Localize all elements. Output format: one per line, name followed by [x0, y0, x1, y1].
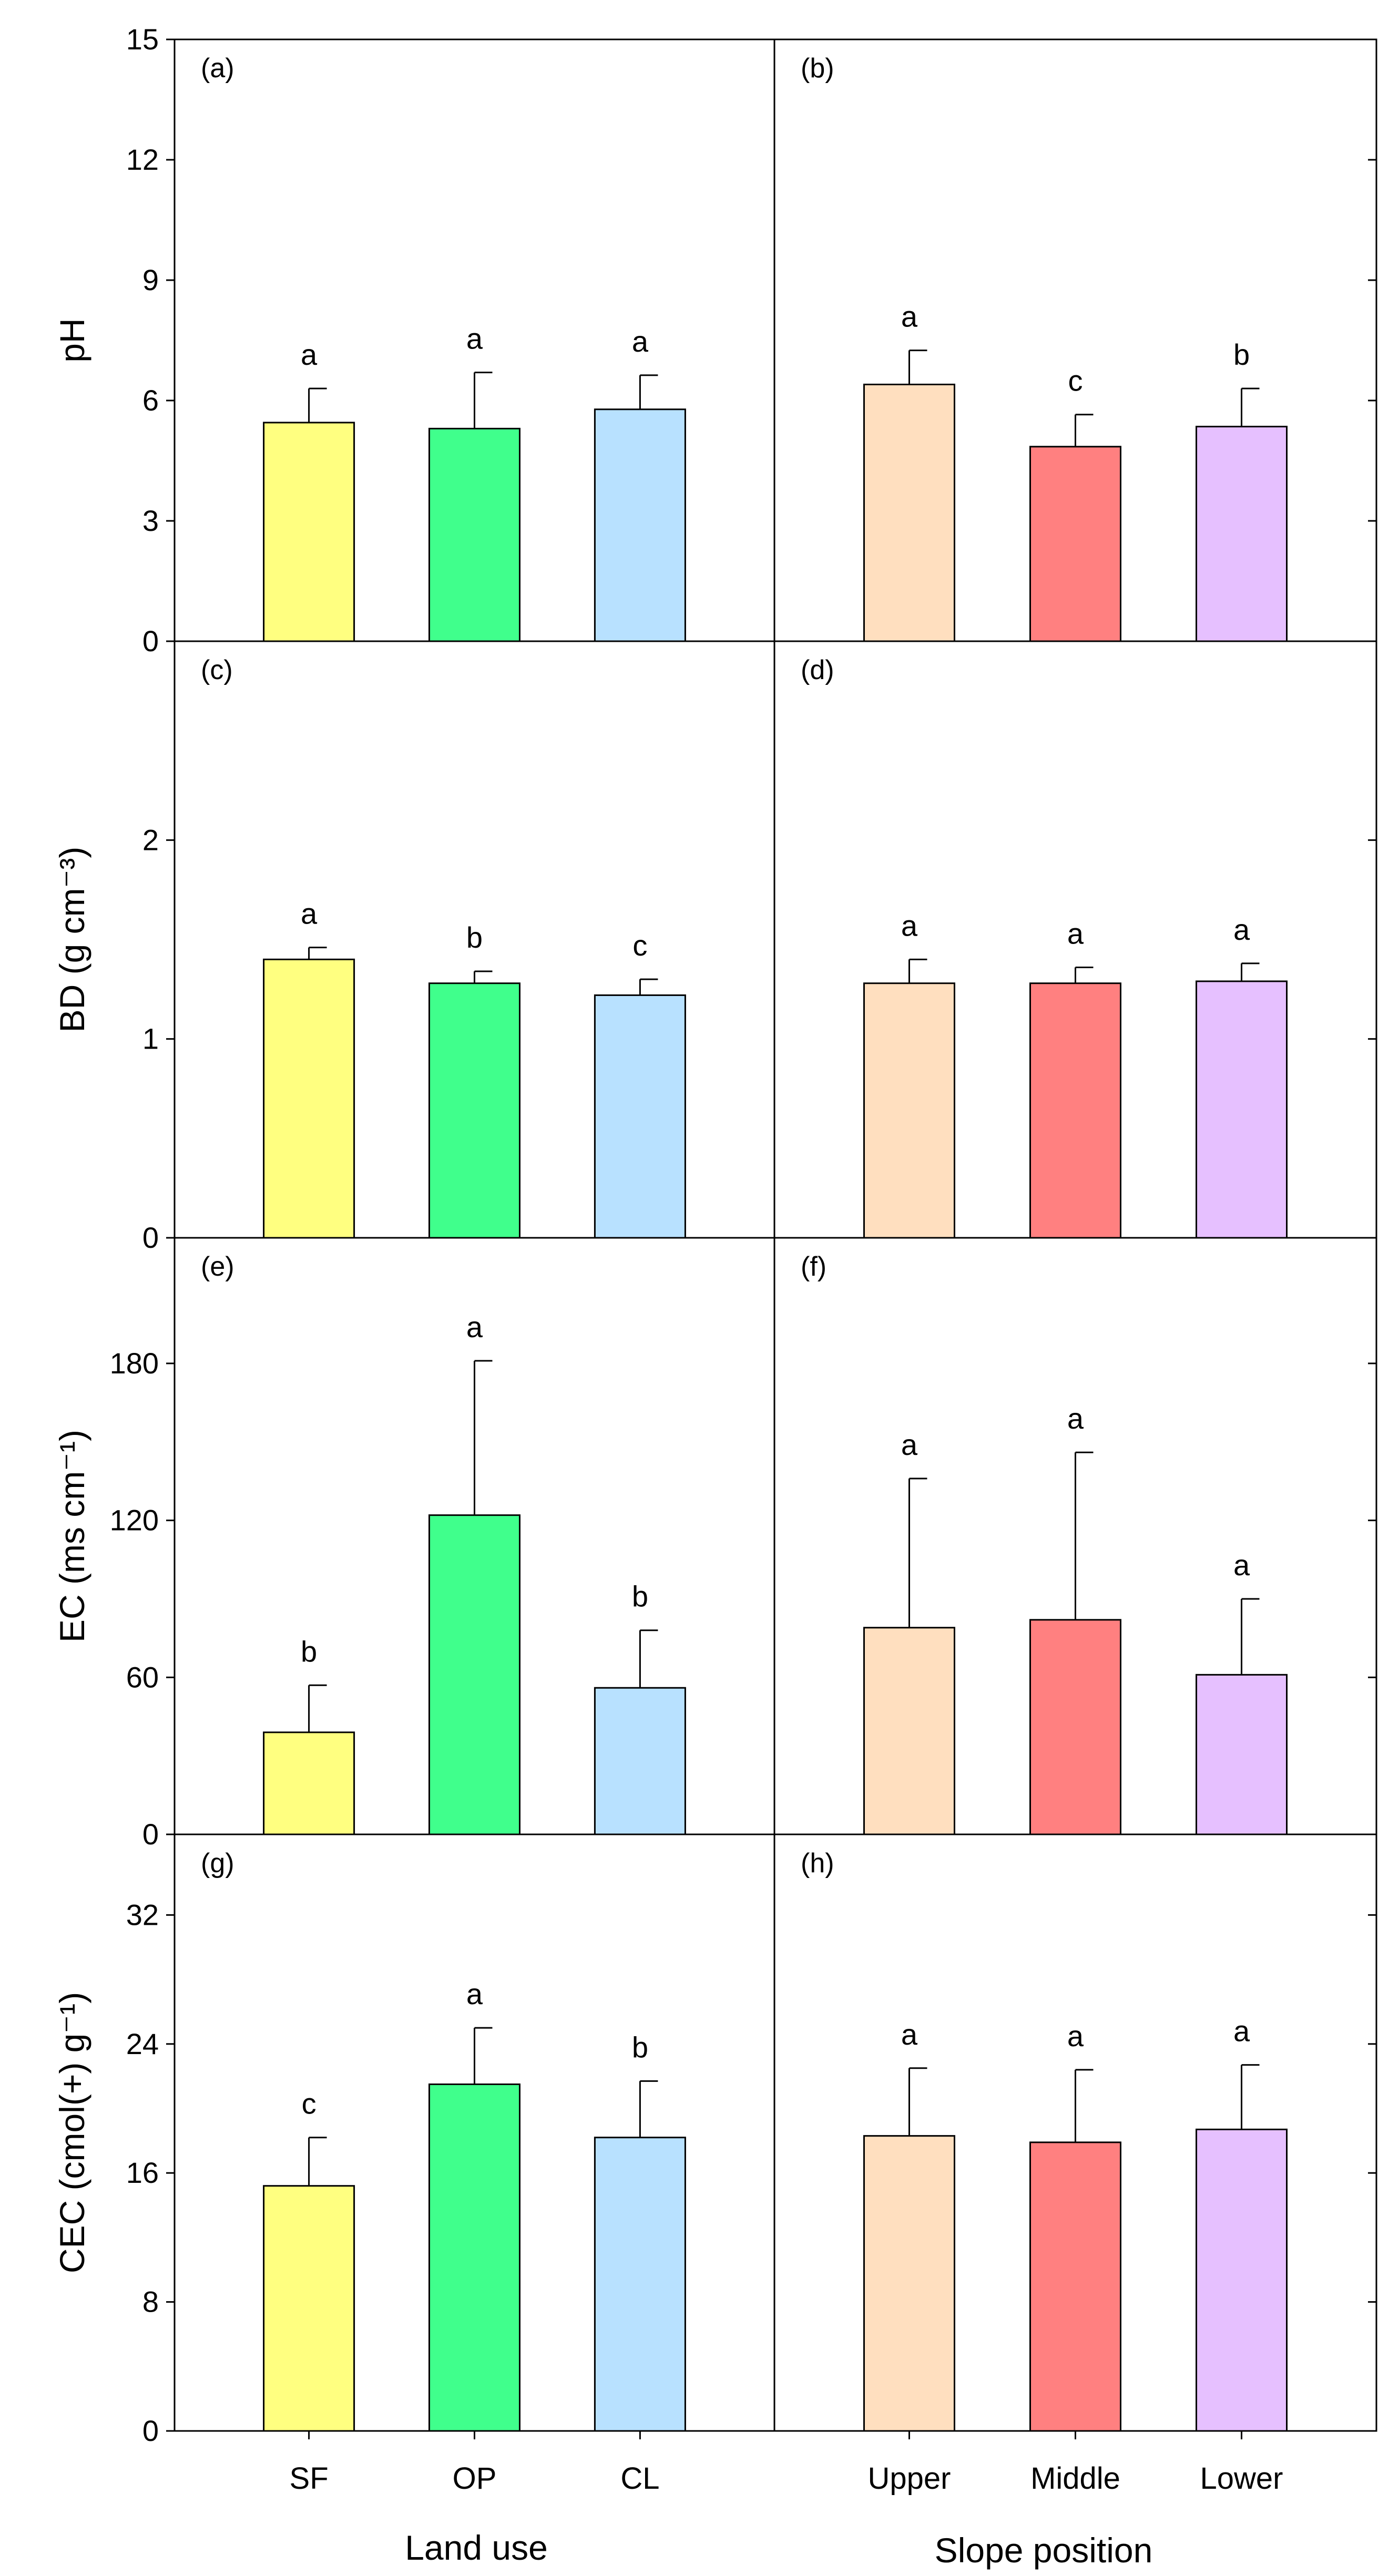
y-tick-label: 3	[142, 504, 159, 537]
bar-op	[428, 427, 520, 642]
bar-middle	[1029, 982, 1121, 1239]
significance-letter: c	[632, 929, 647, 962]
bar-lower	[1196, 2128, 1288, 2432]
significance-letter: a	[901, 2018, 918, 2051]
panel-c: 0 1 2 BD (g cm⁻³) (c) a b c	[53, 640, 775, 1254]
x-tick-label: SF	[290, 2461, 329, 2496]
bar-sf	[263, 422, 355, 642]
x-tick-label: CL	[620, 2461, 659, 2496]
y-tick-label: 16	[126, 2156, 159, 2189]
y-tick-label: 0	[142, 2414, 159, 2447]
panel-b: (b) a c b	[773, 38, 1377, 642]
panel-label: (b)	[801, 53, 834, 84]
significance-letter: a	[1233, 913, 1250, 946]
x-tick-label: Middle	[1030, 2461, 1120, 2496]
y-axis-label: BD (g cm⁻³)	[53, 847, 91, 1033]
bar-upper	[863, 1627, 955, 1835]
bar-op	[428, 1514, 520, 1835]
significance-letter: a	[1067, 917, 1084, 950]
bar-op	[428, 982, 520, 1239]
significance-letter: a	[901, 300, 918, 333]
y-tick-label: 120	[110, 1504, 159, 1537]
significance-letter: b	[466, 921, 483, 954]
significance-letter: a	[1067, 1402, 1084, 1435]
y-tick-label: 60	[126, 1660, 159, 1694]
panel-label: (g)	[201, 1848, 234, 1879]
bar-sf	[263, 2185, 355, 2432]
panel-label: (a)	[201, 53, 234, 84]
y-axis-label: EC (ms cm⁻¹)	[53, 1430, 91, 1643]
panel-label: (e)	[201, 1251, 234, 1282]
significance-letter: a	[1233, 2015, 1250, 2048]
significance-letter: b	[632, 1580, 648, 1613]
significance-letter: a	[466, 1977, 483, 2010]
panel-a: 0 3 6 9 12 15 pH (a) a a a	[53, 23, 775, 658]
significance-letter: a	[466, 1310, 483, 1343]
significance-letter: a	[301, 897, 318, 930]
significance-letter: b	[1233, 338, 1250, 371]
bar-upper	[863, 383, 955, 642]
bar-lower	[1196, 1674, 1288, 1835]
x-tick-label: Upper	[867, 2461, 951, 2496]
y-tick-label: 24	[126, 2027, 159, 2060]
y-tick-label: 32	[126, 1898, 159, 1931]
y-tick-label: 0	[142, 1221, 159, 1254]
y-tick-label: 0	[142, 1818, 159, 1851]
x-tick-label: Lower	[1200, 2461, 1283, 2496]
bar-middle	[1029, 1619, 1121, 1835]
panel-h: (h) a Upper a Middle a Lower	[773, 1833, 1377, 2496]
bar-cl	[594, 2137, 686, 2432]
bar-cl	[594, 408, 686, 642]
y-tick-label: 1	[142, 1022, 159, 1055]
y-tick-label: 2	[142, 823, 159, 856]
significance-letter: a	[1233, 1548, 1250, 1582]
bar-op	[428, 2083, 520, 2432]
bar-upper	[863, 982, 955, 1239]
x-title-right: Slope position	[935, 2531, 1153, 2570]
significance-letter: a	[901, 1428, 918, 1461]
significance-letter: c	[1068, 364, 1083, 397]
panel-g: 0 8 16 24 32 CEC (cmol(+) g⁻¹) (g) c SF a OP b CL	[53, 1833, 775, 2496]
significance-letter: b	[301, 1635, 317, 1668]
significance-letter: a	[901, 909, 918, 942]
significance-letter: a	[1067, 2019, 1084, 2052]
y-axis-label: CEC (cmol(+) g⁻¹)	[53, 1992, 91, 2273]
y-tick-label: 0	[142, 624, 159, 658]
bar-middle	[1029, 2141, 1121, 2432]
bar-sf	[263, 958, 355, 1239]
panel-d: (d) a a a	[773, 640, 1377, 1239]
y-tick-label: 6	[142, 384, 159, 417]
bar-sf	[263, 1731, 355, 1835]
y-tick-label: 12	[126, 143, 159, 176]
panel-label: (f)	[801, 1251, 826, 1282]
panel-label: (d)	[801, 655, 834, 685]
y-axis-label: pH	[53, 318, 91, 362]
significance-letter: a	[632, 325, 649, 358]
significance-letter: a	[466, 322, 483, 355]
y-tick-label: 9	[142, 263, 159, 296]
panel-label: (c)	[201, 655, 233, 685]
y-tick-label: 8	[142, 2285, 159, 2318]
x-tick-label: OP	[453, 2461, 497, 2496]
bar-lower	[1196, 426, 1288, 642]
y-tick-label: 15	[126, 23, 159, 56]
y-tick-label: 180	[110, 1347, 159, 1380]
bar-upper	[863, 2135, 955, 2432]
bar-cl	[594, 1687, 686, 1835]
panel-f: (f) a a a	[773, 1237, 1377, 1835]
bar-middle	[1029, 446, 1121, 642]
bar-cl	[594, 994, 686, 1239]
panel-label: (h)	[801, 1848, 834, 1879]
significance-letter: b	[632, 2030, 648, 2064]
significance-letter: c	[302, 2087, 316, 2120]
bar-lower	[1196, 980, 1288, 1239]
x-title-left: Land use	[405, 2528, 548, 2567]
significance-letter: a	[301, 338, 318, 371]
